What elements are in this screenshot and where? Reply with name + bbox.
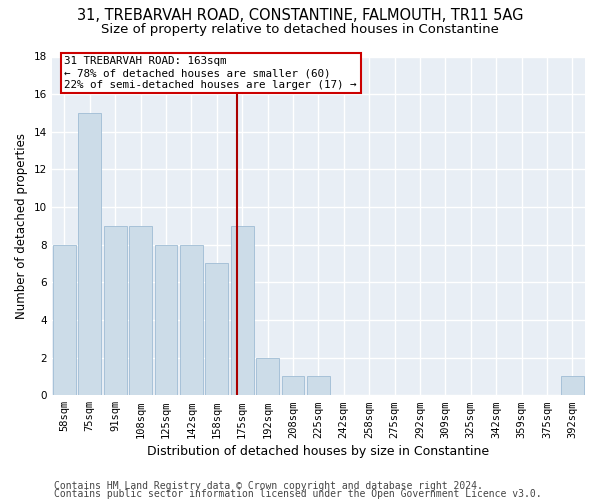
X-axis label: Distribution of detached houses by size in Constantine: Distribution of detached houses by size … — [147, 444, 490, 458]
Text: Size of property relative to detached houses in Constantine: Size of property relative to detached ho… — [101, 22, 499, 36]
Bar — [180, 244, 203, 395]
Bar — [104, 226, 127, 395]
Bar — [281, 376, 304, 395]
Bar — [155, 244, 178, 395]
Bar — [231, 226, 254, 395]
Y-axis label: Number of detached properties: Number of detached properties — [15, 133, 28, 319]
Bar — [307, 376, 330, 395]
Text: Contains HM Land Registry data © Crown copyright and database right 2024.: Contains HM Land Registry data © Crown c… — [54, 481, 483, 491]
Text: 31, TREBARVAH ROAD, CONSTANTINE, FALMOUTH, TR11 5AG: 31, TREBARVAH ROAD, CONSTANTINE, FALMOUT… — [77, 8, 523, 22]
Text: Contains public sector information licensed under the Open Government Licence v3: Contains public sector information licen… — [54, 489, 542, 499]
Bar — [256, 358, 279, 395]
Bar — [79, 113, 101, 395]
Bar — [129, 226, 152, 395]
Bar — [53, 244, 76, 395]
Bar — [205, 264, 228, 395]
Bar — [561, 376, 584, 395]
Text: 31 TREBARVAH ROAD: 163sqm
← 78% of detached houses are smaller (60)
22% of semi-: 31 TREBARVAH ROAD: 163sqm ← 78% of detac… — [64, 56, 357, 90]
